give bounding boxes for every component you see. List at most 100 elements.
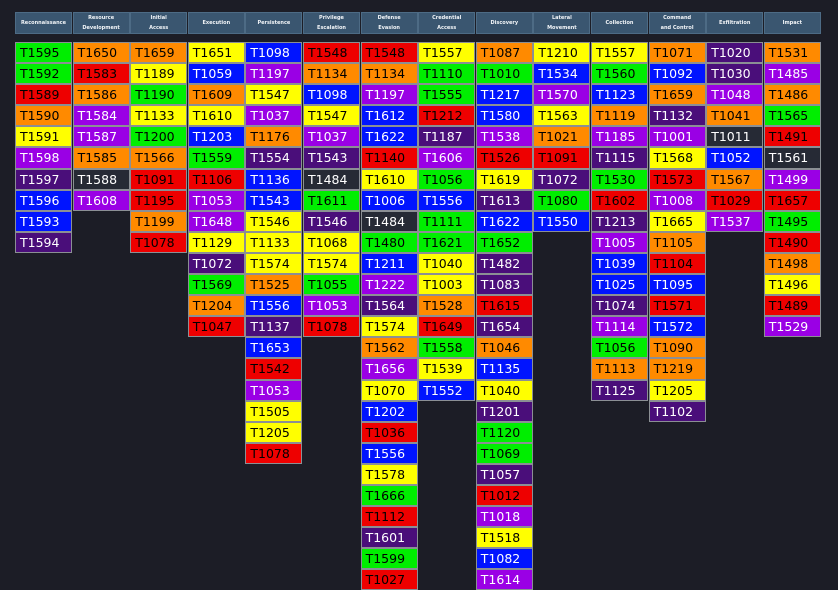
technique-cell[interactable]: T1083 bbox=[475, 274, 533, 296]
technique-cell[interactable]: T1546 bbox=[245, 210, 303, 232]
technique-cell[interactable]: T1590 bbox=[15, 105, 72, 127]
technique-cell[interactable]: T1003 bbox=[418, 274, 476, 296]
technique-cell[interactable]: T1652 bbox=[475, 231, 533, 253]
technique-cell[interactable]: T1588 bbox=[72, 168, 130, 190]
technique-cell[interactable]: T1574 bbox=[360, 316, 418, 338]
technique-cell[interactable]: T1556 bbox=[360, 442, 418, 464]
technique-cell[interactable]: T1599 bbox=[360, 548, 418, 570]
technique-cell[interactable]: T1053 bbox=[187, 189, 245, 211]
technique-cell[interactable]: T1586 bbox=[72, 84, 130, 106]
technique-cell[interactable]: T1608 bbox=[72, 189, 130, 211]
technique-cell[interactable]: T1189 bbox=[130, 63, 188, 85]
technique-cell[interactable]: T1057 bbox=[475, 463, 533, 485]
technique-cell[interactable]: T1102 bbox=[648, 400, 706, 422]
technique-cell[interactable]: T1592 bbox=[15, 63, 72, 85]
technique-cell[interactable]: T1622 bbox=[475, 210, 533, 232]
technique-cell[interactable]: T1601 bbox=[360, 527, 418, 549]
technique-cell[interactable]: T1135 bbox=[475, 358, 533, 380]
technique-cell[interactable]: T1485 bbox=[763, 63, 821, 85]
technique-cell[interactable]: T1484 bbox=[303, 168, 360, 190]
technique-cell[interactable]: T1528 bbox=[418, 295, 476, 317]
technique-cell[interactable]: T1498 bbox=[763, 252, 821, 275]
technique-cell[interactable]: T1027 bbox=[360, 569, 418, 590]
technique-cell[interactable]: T1563 bbox=[533, 105, 591, 127]
technique-cell[interactable]: T1653 bbox=[245, 337, 303, 359]
technique-cell[interactable]: T1199 bbox=[130, 210, 188, 232]
technique-cell[interactable]: T1525 bbox=[245, 274, 303, 296]
technique-cell[interactable]: T1666 bbox=[360, 484, 418, 507]
technique-cell[interactable]: T1046 bbox=[475, 337, 533, 359]
technique-cell[interactable]: T1557 bbox=[418, 42, 476, 64]
technique-cell[interactable]: T1052 bbox=[706, 147, 764, 169]
technique-cell[interactable]: T1621 bbox=[418, 231, 476, 253]
technique-cell[interactable]: T1542 bbox=[245, 358, 303, 380]
technique-cell[interactable]: T1012 bbox=[475, 484, 533, 507]
technique-cell[interactable]: T1564 bbox=[360, 295, 418, 317]
technique-cell[interactable]: T1176 bbox=[245, 126, 303, 148]
technique-cell[interactable]: T1134 bbox=[360, 63, 418, 85]
technique-cell[interactable]: T1529 bbox=[763, 316, 821, 338]
technique-cell[interactable]: T1205 bbox=[648, 379, 706, 401]
technique-cell[interactable]: T1125 bbox=[591, 379, 648, 401]
technique-cell[interactable]: T1665 bbox=[648, 210, 706, 232]
technique-cell[interactable]: T1087 bbox=[475, 42, 533, 64]
technique-cell[interactable]: T1200 bbox=[130, 126, 188, 148]
technique-cell[interactable]: T1499 bbox=[763, 168, 821, 190]
technique-cell[interactable]: T1039 bbox=[591, 252, 648, 275]
tactic-header-collection[interactable]: Collection bbox=[591, 12, 648, 34]
technique-cell[interactable]: T1568 bbox=[648, 147, 706, 169]
technique-cell[interactable]: T1037 bbox=[303, 126, 360, 148]
technique-cell[interactable]: T1091 bbox=[130, 168, 188, 190]
technique-cell[interactable]: T1001 bbox=[648, 126, 706, 148]
technique-cell[interactable]: T1140 bbox=[360, 147, 418, 169]
technique-cell[interactable]: T1204 bbox=[187, 295, 245, 317]
technique-cell[interactable]: T1556 bbox=[418, 189, 476, 211]
technique-cell[interactable]: T1110 bbox=[418, 63, 476, 85]
technique-cell[interactable]: T1074 bbox=[591, 295, 648, 317]
technique-cell[interactable]: T1597 bbox=[15, 168, 72, 190]
technique-cell[interactable]: T1197 bbox=[360, 84, 418, 106]
technique-cell[interactable]: T1552 bbox=[418, 379, 476, 401]
technique-cell[interactable]: T1115 bbox=[591, 147, 648, 169]
technique-cell[interactable]: T1547 bbox=[245, 84, 303, 106]
tactic-header-credential-access[interactable]: Credential Access bbox=[418, 12, 476, 34]
technique-cell[interactable]: T1548 bbox=[360, 42, 418, 64]
technique-cell[interactable]: T1594 bbox=[15, 231, 72, 253]
technique-cell[interactable]: T1195 bbox=[130, 189, 188, 211]
technique-cell[interactable]: T1578 bbox=[360, 463, 418, 485]
technique-cell[interactable]: T1040 bbox=[418, 252, 476, 275]
technique-cell[interactable]: T1560 bbox=[591, 63, 648, 85]
technique-cell[interactable]: T1092 bbox=[648, 63, 706, 85]
technique-cell[interactable]: T1609 bbox=[187, 84, 245, 106]
technique-cell[interactable]: T1056 bbox=[591, 337, 648, 359]
technique-cell[interactable]: T1036 bbox=[360, 421, 418, 443]
technique-cell[interactable]: T1518 bbox=[475, 527, 533, 549]
technique-cell[interactable]: T1104 bbox=[648, 252, 706, 275]
technique-cell[interactable]: T1080 bbox=[533, 189, 591, 211]
technique-cell[interactable]: T1137 bbox=[245, 316, 303, 338]
technique-cell[interactable]: T1106 bbox=[187, 168, 245, 190]
technique-cell[interactable]: T1008 bbox=[648, 189, 706, 211]
technique-cell[interactable]: T1212 bbox=[418, 105, 476, 127]
technique-cell[interactable]: T1071 bbox=[648, 42, 706, 64]
technique-cell[interactable]: T1610 bbox=[187, 105, 245, 127]
technique-cell[interactable]: T1654 bbox=[475, 316, 533, 338]
technique-cell[interactable]: T1651 bbox=[187, 42, 245, 64]
technique-cell[interactable]: T1573 bbox=[648, 168, 706, 190]
technique-cell[interactable]: T1496 bbox=[763, 274, 821, 296]
technique-cell[interactable]: T1053 bbox=[245, 379, 303, 401]
technique-cell[interactable]: T1610 bbox=[360, 168, 418, 190]
technique-cell[interactable]: T1010 bbox=[475, 63, 533, 85]
tactic-header-resource-development[interactable]: Resource Development bbox=[72, 12, 130, 34]
technique-cell[interactable]: T1078 bbox=[130, 231, 188, 253]
technique-cell[interactable]: T1048 bbox=[706, 84, 764, 106]
technique-cell[interactable]: T1543 bbox=[245, 189, 303, 211]
technique-cell[interactable]: T1591 bbox=[15, 126, 72, 148]
tactic-header-defense-evasion[interactable]: Defense Evasion bbox=[360, 12, 418, 34]
technique-cell[interactable]: T1490 bbox=[763, 231, 821, 253]
technique-cell[interactable]: T1556 bbox=[245, 295, 303, 317]
technique-cell[interactable]: T1132 bbox=[648, 105, 706, 127]
technique-cell[interactable]: T1011 bbox=[706, 126, 764, 148]
technique-cell[interactable]: T1491 bbox=[763, 126, 821, 148]
technique-cell[interactable]: T1040 bbox=[475, 379, 533, 401]
